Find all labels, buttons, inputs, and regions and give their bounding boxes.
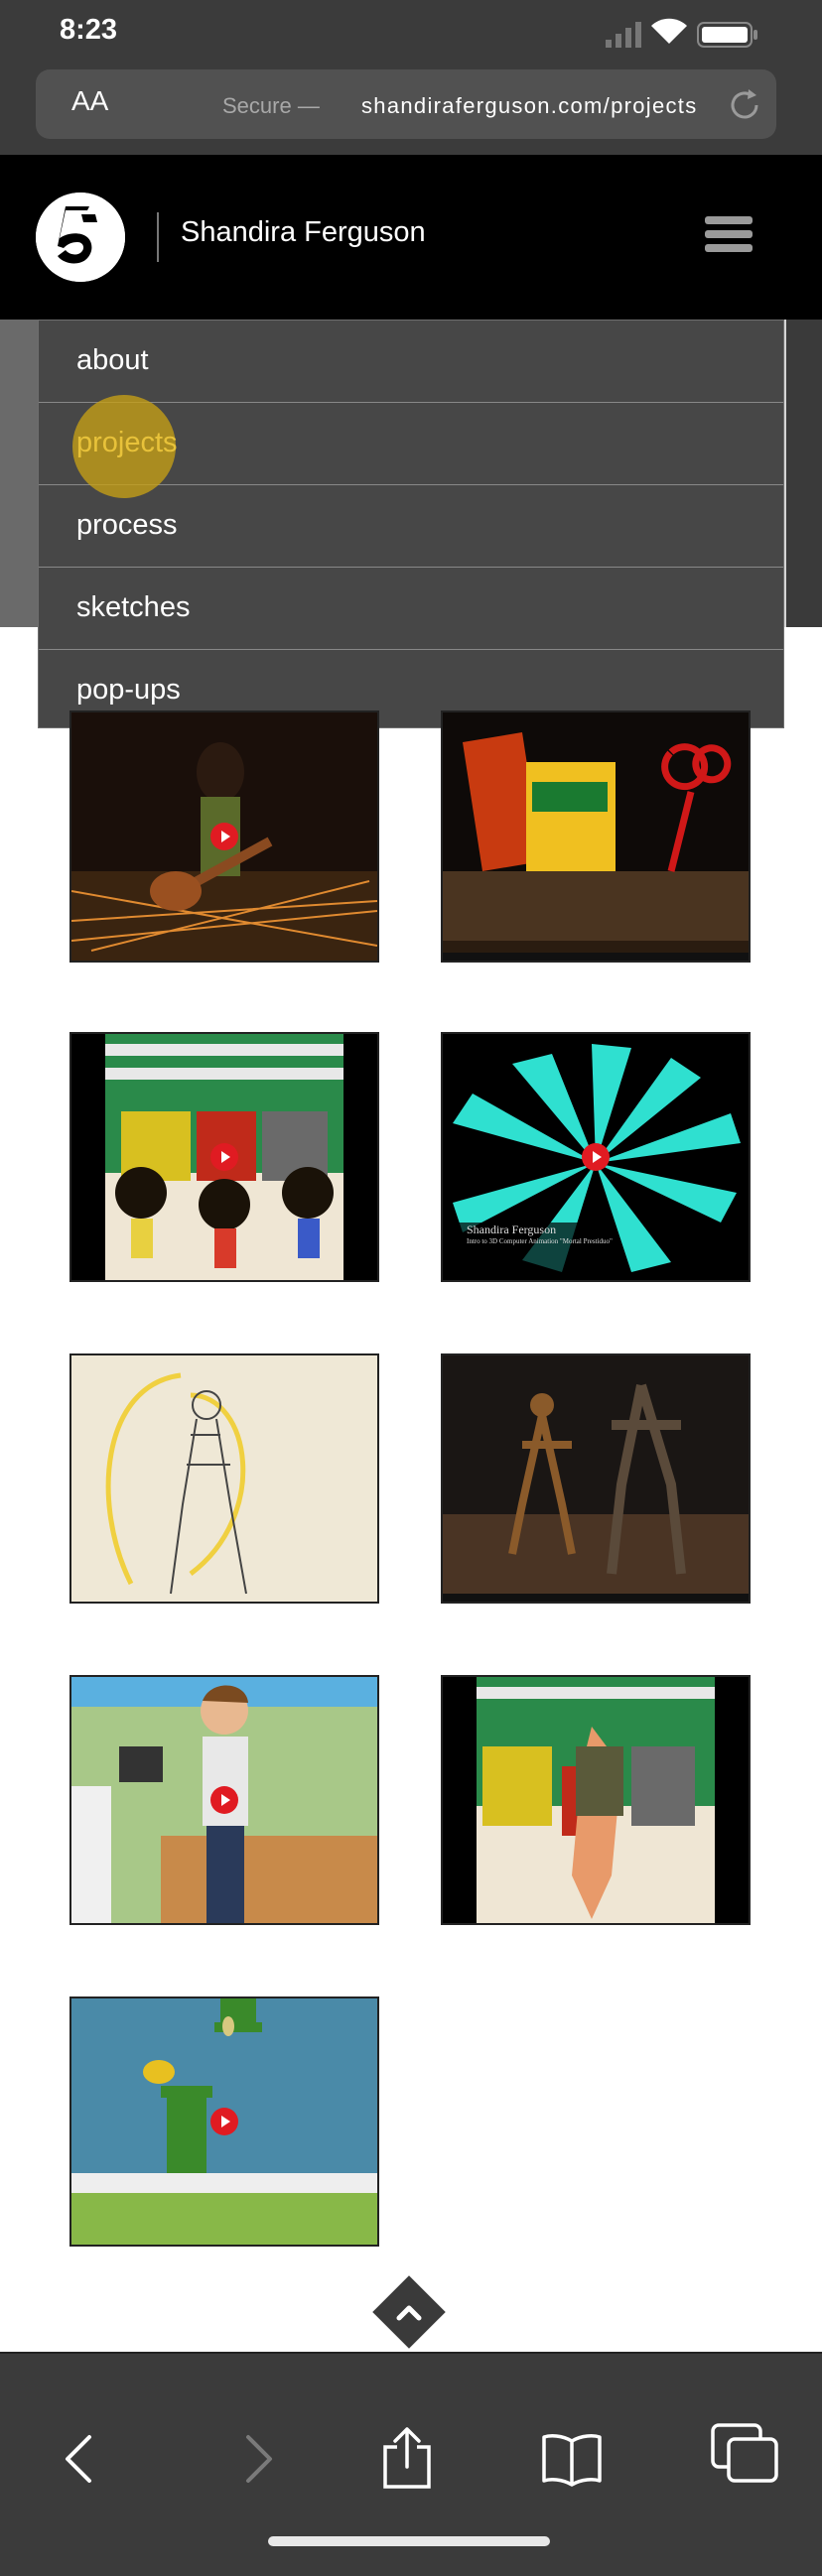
- menu-item-label: pop-ups: [76, 674, 181, 706]
- secure-label: Secure —: [222, 93, 320, 119]
- video-caption: Shandira Ferguson Intro to 3D Computer A…: [467, 1223, 613, 1245]
- play-button-icon[interactable]: [582, 1143, 610, 1171]
- touch-indicator: [72, 395, 176, 498]
- hamburger-menu-icon[interactable]: [705, 216, 753, 258]
- bookmarks-icon[interactable]: [540, 2431, 604, 2487]
- play-button-icon[interactable]: [210, 1786, 238, 1814]
- caption-subtitle: Intro to 3D Computer Animation "Mortal P…: [467, 1237, 613, 1245]
- menu-item-label: about: [76, 344, 149, 376]
- video-tile-crayola[interactable]: [441, 710, 751, 963]
- video-tile-figure-sketch[interactable]: [69, 1353, 379, 1604]
- menu-item-pop-ups[interactable]: pop-ups: [39, 650, 783, 732]
- url-text[interactable]: shandiraferguson.com/projects: [361, 93, 698, 118]
- home-indicator[interactable]: [268, 2536, 550, 2546]
- crayola-still-life-video-thumbnail-icon: [443, 712, 749, 961]
- play-button-icon[interactable]: [210, 1143, 238, 1171]
- forward-icon[interactable]: [240, 2433, 276, 2485]
- video-tile-skeletons[interactable]: [441, 1353, 751, 1604]
- menu-item-sketches[interactable]: sketches: [39, 568, 783, 650]
- site-logo-icon[interactable]: [36, 193, 125, 282]
- menu-item-label: sketches: [76, 591, 191, 623]
- site-title[interactable]: Shandira Ferguson: [181, 216, 426, 248]
- hero-right-edge: [786, 320, 822, 627]
- skeleton-figures-video-thumbnail-icon: [443, 1355, 749, 1602]
- asn-figure-video-thumbnail-icon: [443, 1677, 749, 1923]
- wifi-icon: [651, 18, 687, 44]
- nav-dropdown-menu: about projects process sketches pop-ups: [38, 320, 784, 728]
- share-icon[interactable]: [379, 2425, 435, 2491]
- secure-text: Secure: [222, 93, 292, 118]
- video-tile-cyan-rays[interactable]: Shandira Ferguson Intro to 3D Computer A…: [441, 1032, 751, 1282]
- video-tile-kitchen[interactable]: [69, 1675, 379, 1925]
- chevron-up-icon: [396, 2305, 422, 2321]
- browser-address-area: AA Secure — shandiraferguson.com/project…: [0, 52, 822, 155]
- menu-item-label: process: [76, 509, 178, 541]
- hero-left-edge: [0, 320, 44, 627]
- battery-icon: [697, 22, 757, 48]
- play-button-icon[interactable]: [210, 2108, 238, 2135]
- status-time: 8:23: [60, 14, 118, 46]
- address-bar[interactable]: AA Secure — shandiraferguson.com/project…: [36, 69, 776, 139]
- video-tile-asn-figure[interactable]: [441, 1675, 751, 1925]
- menu-item-process[interactable]: process: [39, 485, 783, 568]
- back-icon[interactable]: [62, 2433, 97, 2485]
- menu-item-about[interactable]: about: [39, 321, 783, 403]
- menu-item-label: projects: [76, 427, 178, 458]
- caption-title: Shandira Ferguson: [467, 1223, 557, 1236]
- figure-sketch-video-thumbnail-icon: [71, 1355, 377, 1602]
- video-tile-guitarist[interactable]: [69, 710, 379, 963]
- video-tile-asn-characters[interactable]: [69, 1032, 379, 1282]
- video-tile-flappy-bird[interactable]: [69, 1996, 379, 2247]
- separator-dash: —: [297, 93, 320, 118]
- tabs-icon[interactable]: [709, 2421, 780, 2487]
- reader-text-size-button[interactable]: AA: [71, 85, 109, 116]
- play-button-icon[interactable]: [210, 823, 238, 850]
- browser-toolbar: [0, 2352, 822, 2576]
- reload-icon[interactable]: [727, 87, 762, 123]
- header-divider: [157, 212, 159, 262]
- cellular-signal-icon: [606, 22, 641, 48]
- site-header: Shandira Ferguson: [0, 155, 822, 320]
- menu-item-projects[interactable]: projects: [39, 395, 783, 498]
